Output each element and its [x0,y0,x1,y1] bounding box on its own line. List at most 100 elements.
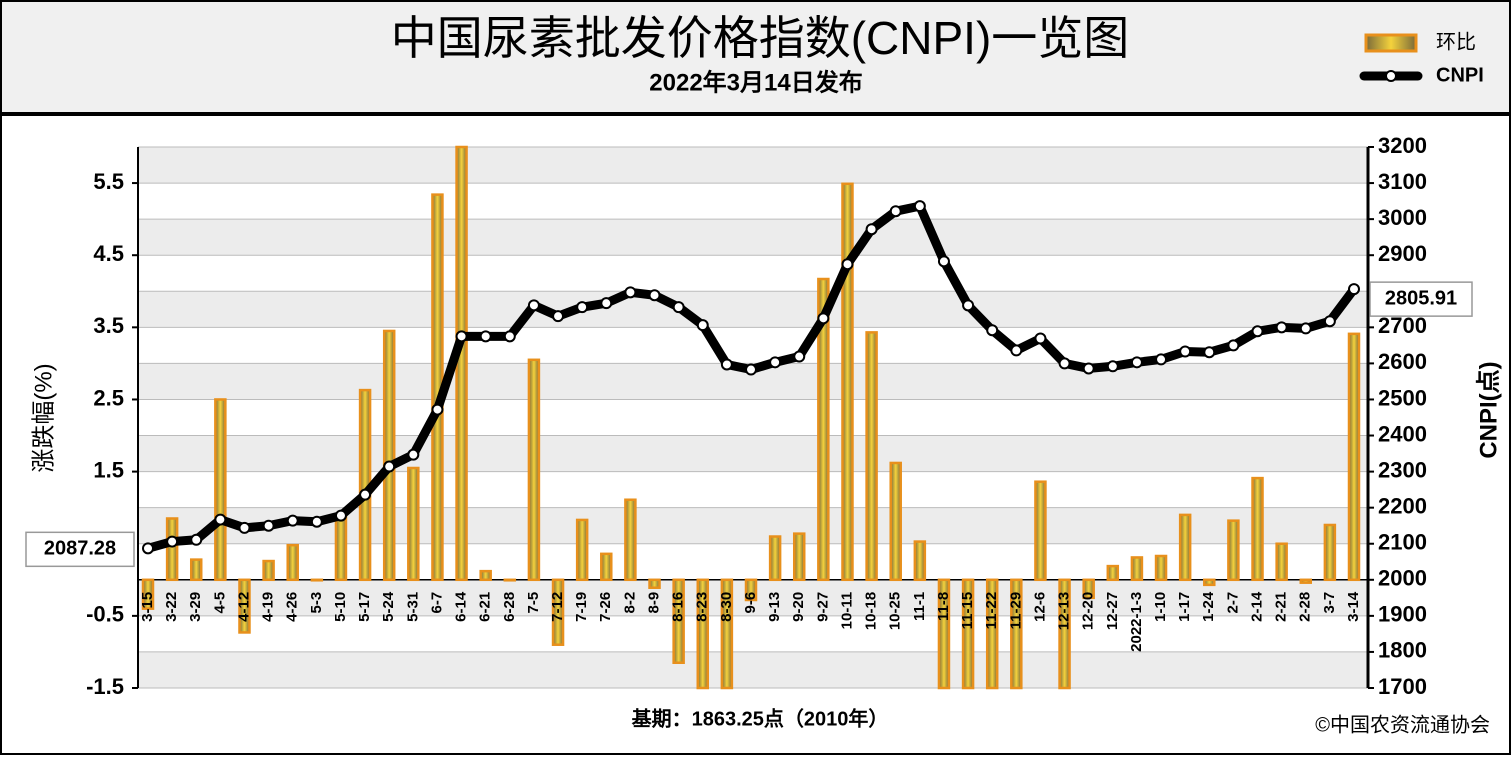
x-tick-label: 12-27 [1104,592,1121,630]
y2-tick-label: 2100 [1378,530,1427,555]
line-point [817,312,830,325]
line-point [648,289,661,302]
bar [985,578,999,690]
line-point [359,488,372,501]
x-tick-label: 9-13 [766,592,783,622]
line-point [190,533,203,546]
y-tick-label: 5.5 [93,169,124,194]
bar [503,578,517,582]
line-point [841,258,854,271]
line-point [262,519,275,532]
bar [1347,332,1361,582]
line-point [672,301,685,314]
bar [189,558,203,582]
line-point [552,310,565,323]
bar [913,540,927,582]
bar [262,559,275,582]
bar [768,535,782,582]
x-tick-label: 10-11 [838,592,855,630]
x-tick-label: 2-21 [1273,592,1290,622]
legend-label: CNPI [1436,64,1484,86]
bar [334,515,348,582]
x-tick-label: 8-30 [718,592,735,622]
bar [1106,564,1120,582]
line-point [889,205,902,218]
y-tick-label: -1.5 [86,674,124,699]
legend-swatch [1364,33,1418,53]
y2-tick-label: 2000 [1378,566,1427,591]
bar [575,518,589,582]
bar [1275,542,1288,582]
line-point [576,301,589,314]
bar [1130,556,1144,582]
line-point [1227,339,1240,352]
x-tick-label: 8-2 [621,592,638,614]
x-tick-label: 10-25 [887,592,904,630]
bar [1082,578,1095,600]
grid-band [138,291,1368,328]
line-point [696,319,709,332]
line-point [431,403,444,416]
bar [648,578,661,589]
bar [551,578,565,646]
x-tick-label: 4-19 [260,592,277,622]
bar [1299,578,1313,584]
bar [600,552,613,582]
line-point [1203,346,1216,359]
x-tick-label: 9-6 [742,592,759,614]
bar [141,578,155,610]
x-tick-label: 5-17 [356,592,373,622]
bar [527,358,541,582]
x-tick-label: 11-1 [911,592,928,621]
bar [672,578,685,665]
y2-tick-label: 2900 [1378,241,1427,266]
x-tick-label: 4-12 [235,592,252,622]
line-point [1034,332,1047,345]
bar [1034,480,1047,582]
grid-band [138,147,1368,184]
bar [961,578,975,690]
line-point [166,535,179,548]
legend-swatch-point [1385,70,1397,82]
line-point [1106,360,1119,373]
bar [1154,554,1168,582]
bar [792,532,806,582]
line-point [479,330,492,343]
bar [817,277,830,582]
y-tick-label: 4.5 [93,241,124,266]
bar [286,543,299,582]
y2-tick-label: 2300 [1378,457,1427,482]
x-tick-label: 3-22 [163,592,180,622]
y2-tick-label: 2400 [1378,421,1427,446]
bar [165,517,179,582]
line-point [1010,344,1023,357]
value-label: 2087.28 [44,538,116,560]
x-tick-label: 2-14 [1248,591,1265,622]
line-point [1348,283,1360,296]
x-tick-label: 1-24 [1200,591,1217,622]
x-tick-label: 11-8 [935,592,952,621]
line-point [624,286,637,299]
grid-band [138,651,1368,688]
x-tick-label: 12-6 [1031,592,1048,622]
y-tick-label: 1.5 [93,457,124,482]
bar [720,578,734,690]
bar [455,145,468,582]
x-tick-label: 3-29 [187,592,204,622]
bar [889,461,902,582]
line-point [913,200,926,213]
x-tick-label: 11-22 [983,592,1000,630]
x-tick-label: 8-16 [670,592,687,622]
line-point [1082,362,1095,375]
x-tick-label: 12-13 [1056,592,1073,630]
bar [310,578,324,582]
bar [744,578,758,602]
line-point [1323,315,1336,328]
x-tick-label: 1-17 [1176,592,1193,622]
y2-tick-label: 1700 [1378,674,1427,699]
x-tick-label: 11-15 [959,592,976,630]
value-label-box [25,531,135,568]
line-point [865,223,878,236]
source: ©中国农资流通协会 [1315,713,1490,736]
x-tick-label: 5-10 [332,592,349,622]
